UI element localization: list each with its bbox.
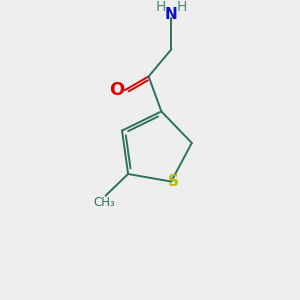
Text: S: S bbox=[168, 174, 179, 189]
Text: H: H bbox=[177, 0, 187, 14]
Text: N: N bbox=[165, 7, 178, 22]
Text: H: H bbox=[155, 0, 166, 14]
Text: O: O bbox=[110, 81, 125, 99]
Text: CH₃: CH₃ bbox=[94, 196, 116, 209]
